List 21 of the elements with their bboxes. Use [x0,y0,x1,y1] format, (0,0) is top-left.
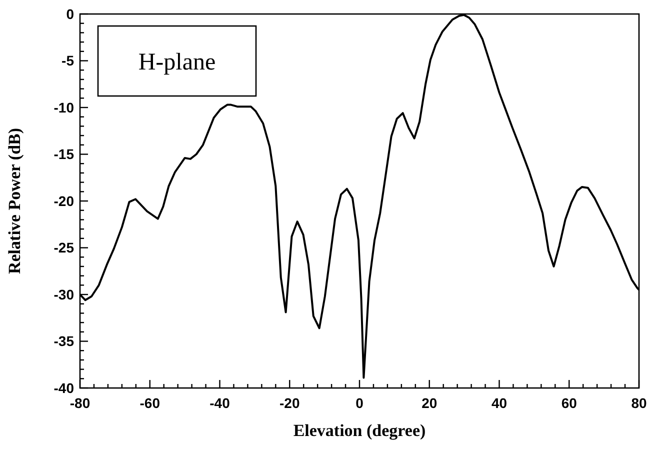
y-tick-label: -15 [54,146,74,162]
y-axis-title: Relative Power (dB) [5,128,24,274]
x-axis-title: Elevation (degree) [293,421,426,440]
x-tick-label: -60 [140,395,160,411]
y-tick-label: 0 [66,6,74,22]
annotation: H-plane [138,49,216,76]
y-tick-label: -20 [54,192,74,209]
x-tick-label: 60 [561,395,578,411]
x-tick-label: -20 [280,395,300,411]
x-tick-label: 0 [356,395,364,411]
x-tick-label: -40 [210,395,230,411]
y-tick-label: -5 [62,52,74,69]
y-tick-label: -40 [54,380,74,396]
y-tick-label: -10 [54,99,74,116]
y-tick-label: -30 [54,286,74,302]
y-tick-label: -35 [54,333,74,350]
x-tick-label: 80 [631,395,647,411]
x-tick-label: 40 [491,395,508,411]
x-tick-label: -80 [70,395,90,411]
x-tick-label: 20 [422,395,438,411]
y-tick-label: -25 [54,240,74,256]
